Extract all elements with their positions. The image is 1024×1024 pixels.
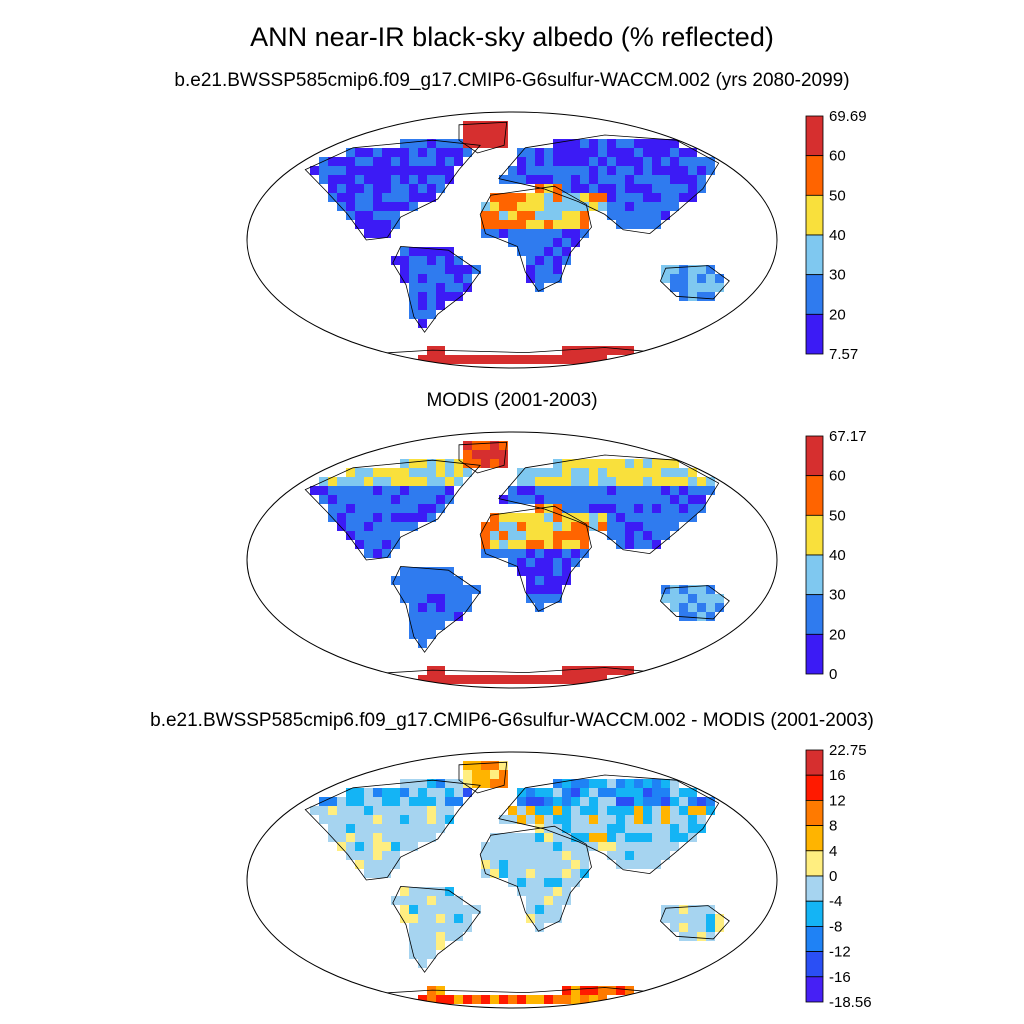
colorbar-2-label: 60: [829, 468, 846, 485]
colorbar-2-swatch: [805, 514, 824, 556]
panel-1-title: b.e21.BWSSP585cmip6.f09_g17.CMIP6-G6sulf…: [174, 70, 850, 91]
colorbar-2-swatch: [805, 554, 824, 596]
colorbar-1-label: 50: [829, 187, 846, 204]
colorbar-2-label: 20: [829, 626, 846, 643]
colorbar-2-swatch: [805, 594, 824, 635]
colorbar-3-label: -18.56: [829, 994, 872, 1011]
colorbar-1-swatch: [805, 313, 824, 355]
colorbar-3-label: -16: [829, 969, 851, 986]
colorbar-2-label: 0: [829, 666, 837, 683]
colorbar-2-label: 30: [829, 587, 846, 604]
map-frame-2: [246, 431, 778, 689]
colorbar-2-swatch: [805, 633, 824, 675]
colorbar-3-swatch: [805, 976, 824, 1003]
colorbar-3-swatch: [805, 774, 824, 801]
figure-title: ANN near-IR black-sky albedo (% reflecte…: [250, 22, 774, 52]
colorbar-1-swatch: [805, 274, 824, 315]
colorbar-1-label: 30: [829, 267, 846, 284]
colorbar-1-label: 40: [829, 227, 846, 244]
colorbar-3-swatch: [805, 749, 824, 776]
colorbar-3-label: -12: [829, 944, 851, 961]
colorbar-2-label: 40: [829, 547, 846, 564]
colorbar-3-swatch: [805, 875, 824, 902]
colorbar-3-swatch: [805, 926, 824, 953]
colorbar-2-swatch: [805, 435, 824, 477]
colorbar-1-swatch: [805, 155, 824, 196]
colorbar-3-label: 16: [829, 767, 846, 784]
colorbar-3-swatch: [805, 800, 824, 827]
map-panel-1: [246, 111, 778, 369]
map-frame-1: [246, 111, 778, 369]
colorbar-1-label: 20: [829, 306, 846, 323]
colorbar-2-label: 50: [829, 507, 846, 524]
map-panel-3: [246, 751, 778, 1009]
map-panel-2: [246, 431, 778, 689]
colorbar-1-swatch: [805, 115, 824, 157]
colorbar-3-label: 0: [829, 868, 837, 885]
colorbar-2-label: 67.17: [829, 428, 867, 445]
colorbar-1-swatch: [805, 194, 824, 236]
colorbar-3-swatch: [805, 850, 824, 877]
colorbar-1-label: 7.57: [829, 346, 858, 363]
colorbar-3-label: 4: [829, 843, 837, 860]
colorbar-3-label: -8: [829, 918, 842, 935]
colorbar-1-label: 69.69: [829, 108, 867, 125]
colorbar-1-swatch: [805, 234, 824, 276]
colorbar-1: 69.69 60 50 40 30 20 7.57: [805, 108, 867, 363]
map-cells-3: [310, 761, 724, 1004]
colorbar-1-label: 60: [829, 148, 846, 165]
colorbar-3-label: 12: [829, 792, 846, 809]
colorbar-3-swatch: [805, 900, 824, 927]
colorbar-2: 67.17 60 50 40 30 20 0: [805, 428, 867, 683]
colorbar-2-swatch: [805, 475, 824, 516]
panel-2-title: MODIS (2001-2003): [426, 390, 598, 411]
panel-3-title: b.e21.BWSSP585cmip6.f09_g17.CMIP6-G6sulf…: [150, 710, 874, 731]
colorbar-3-swatch: [805, 825, 824, 852]
colorbar-3-label: 8: [829, 818, 837, 835]
colorbar-3: 22.75 16 12 8 4 0 -4 -8 -12 -16 -18.56: [805, 742, 872, 1011]
colorbar-3-swatch: [805, 951, 824, 978]
map-frame-3: [246, 751, 778, 1009]
colorbar-3-label: 22.75: [829, 742, 867, 759]
colorbar-3-label: -4: [829, 893, 842, 910]
